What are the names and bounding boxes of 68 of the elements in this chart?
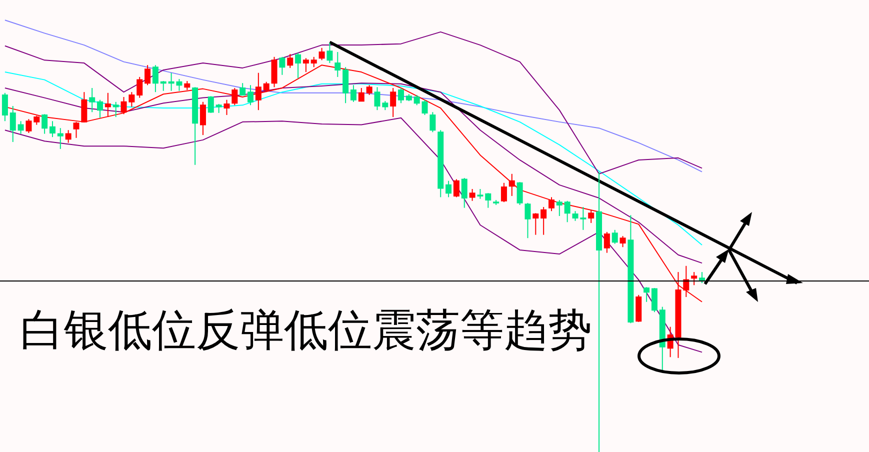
candlestick [65, 130, 72, 144]
candlestick [540, 206, 547, 236]
candlestick [271, 56, 278, 88]
candlestick [232, 87, 238, 106]
candlestick [508, 173, 515, 196]
candlestick [342, 66, 349, 104]
candlestick [366, 84, 372, 96]
candlestick [398, 87, 404, 104]
candlestick [73, 121, 80, 138]
candlestick [42, 114, 48, 134]
candlestick [2, 92, 8, 122]
candlestick [358, 87, 364, 102]
candlestick [334, 52, 341, 78]
candlestick [461, 177, 468, 208]
annotation: 白银低位反弹低位震荡等趋势 [20, 306, 592, 355]
candlestick [326, 42, 333, 64]
candlestick [10, 105, 16, 142]
candlestick [136, 76, 143, 98]
candlestick [532, 212, 539, 236]
candlestick [683, 265, 690, 298]
candlestick [81, 92, 88, 122]
candlestick [422, 99, 428, 116]
candlestick [112, 101, 119, 118]
candlestick [524, 202, 531, 239]
candlestick [255, 72, 262, 111]
candlestick [97, 99, 104, 118]
candlestick [318, 47, 325, 61]
candlestick [430, 112, 436, 133]
candlestick [57, 128, 64, 150]
candlestick [144, 64, 151, 86]
candlestick [477, 188, 484, 200]
candlestick [248, 84, 254, 106]
candlestick [588, 209, 594, 224]
candlestick [160, 80, 166, 92]
candlestick [310, 56, 317, 68]
candlestick [279, 56, 286, 76]
candlestick [564, 200, 570, 223]
candlestick [200, 101, 206, 136]
candlestick [604, 231, 610, 254]
candlestick [287, 54, 294, 68]
candlestick [350, 84, 356, 102]
candlestick [516, 182, 523, 206]
candlestick [446, 180, 452, 198]
candlestick [390, 87, 396, 118]
candlestick [224, 99, 230, 116]
candlestick [152, 64, 158, 93]
candlestick [89, 87, 96, 113]
candlestick [49, 120, 56, 138]
candlestick [548, 196, 554, 212]
candlestick [18, 120, 24, 134]
candlestick [295, 52, 302, 79]
candlestick [414, 94, 420, 106]
candlestick [26, 118, 32, 134]
candlestick [612, 229, 618, 244]
candlestick [485, 192, 492, 208]
candlestick [208, 96, 214, 114]
candlestick [469, 188, 476, 202]
candlestick [620, 236, 626, 248]
candlestick [644, 286, 650, 302]
candlestick [104, 92, 111, 118]
candlestick [453, 178, 460, 198]
candlestick [651, 287, 658, 313]
candlestick [240, 82, 246, 96]
candlestick [374, 86, 380, 111]
candlestick [500, 182, 507, 203]
candlestick [691, 272, 698, 286]
candlestick [263, 81, 270, 93]
candlestick [556, 200, 562, 217]
